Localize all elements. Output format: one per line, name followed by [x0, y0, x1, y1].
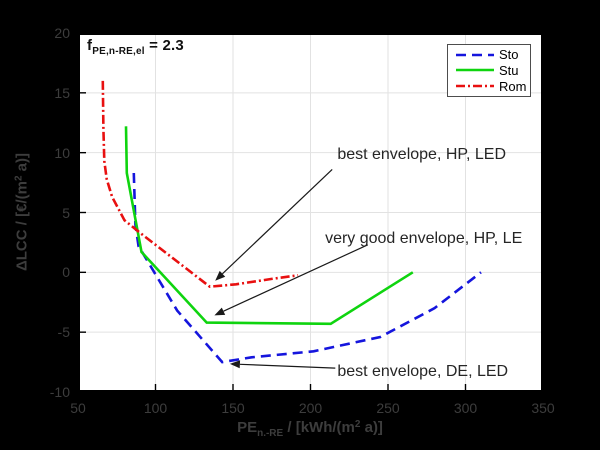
legend-label-Rom: Rom: [499, 78, 527, 94]
y-tick-label-10: 10: [54, 144, 70, 161]
y-tick-label--10: -10: [49, 384, 70, 400]
annotation-arrow-1: [221, 168, 333, 275]
legend-line-sample-Stu: [456, 69, 494, 72]
series-Sto: [132, 172, 482, 364]
series-Rom: [101, 80, 299, 289]
legend-label-Sto: Sto: [499, 47, 519, 63]
f-factor-label: fPE,n-RE,el = 2.3: [87, 37, 184, 57]
x-axis-label-unit-end: a)]: [360, 419, 383, 436]
legend-entry-Sto: Sto: [454, 47, 528, 62]
y-axis-label-superscript: 2: [13, 175, 25, 182]
series-Stu: [124, 126, 414, 326]
x-axis-label-superscript: 2: [354, 419, 361, 430]
annotation-text-3: best envelope, DE, LED: [337, 363, 509, 381]
f-factor-value: = 2.3: [144, 37, 184, 54]
f-factor-subscript: PE,n-RE,el: [92, 46, 145, 57]
y-tick-label-20: 20: [54, 25, 70, 41]
legend-label-Stu: Stu: [499, 62, 519, 78]
y-tick-label--5: -5: [57, 324, 70, 341]
x-tick-label-200: 200: [298, 400, 323, 416]
annotation-text-2: very good envelope, HP, LE: [325, 229, 523, 247]
plot-area: fPE,n-RE,el = 2.3 Sto Stu Rom best envelop…: [78, 33, 543, 392]
chart-canvas: [78, 33, 543, 392]
legend: Sto Stu Rom: [447, 44, 531, 97]
x-tick-label-300: 300: [453, 400, 478, 416]
y-axis-label-text: ΔLCC / [€/(m: [13, 181, 31, 272]
y-tick-label-15: 15: [54, 84, 70, 101]
x-axis-label-text: PE: [237, 419, 258, 436]
y-tick-label-5: 5: [62, 204, 70, 221]
x-axis-label: PEn.-RE / [kWh/(m2 a)]: [237, 419, 383, 439]
x-tick-label-250: 250: [376, 400, 400, 416]
y-tick-label-0: 0: [62, 264, 70, 281]
annotation-arrowhead-1: [215, 270, 226, 281]
annotation-text-1: best envelope, HP, LED: [337, 146, 507, 164]
f-factor-symbol: f: [87, 37, 93, 54]
x-axis-label-subscript: n.-RE: [257, 428, 284, 439]
x-tick-label-350: 350: [531, 400, 555, 416]
x-axis-label-unit: / [kWh/(m: [283, 419, 355, 436]
axes-border: [78, 33, 543, 392]
legend-line-sample-Sto: [456, 53, 494, 57]
annotation-arrow-3: [239, 363, 336, 369]
annotation-arrow-2: [223, 244, 369, 312]
annotation-arrowhead-3: [229, 360, 241, 369]
x-tick-label-50: 50: [70, 400, 86, 416]
x-tick-label-100: 100: [143, 400, 168, 416]
legend-entry-Stu: Stu: [454, 63, 528, 78]
annotation-arrowhead-2: [214, 307, 226, 316]
legend-line-sample-Rom: [456, 84, 494, 88]
x-tick-label-150: 150: [221, 400, 245, 416]
legend-entry-Rom: Rom: [454, 79, 528, 94]
